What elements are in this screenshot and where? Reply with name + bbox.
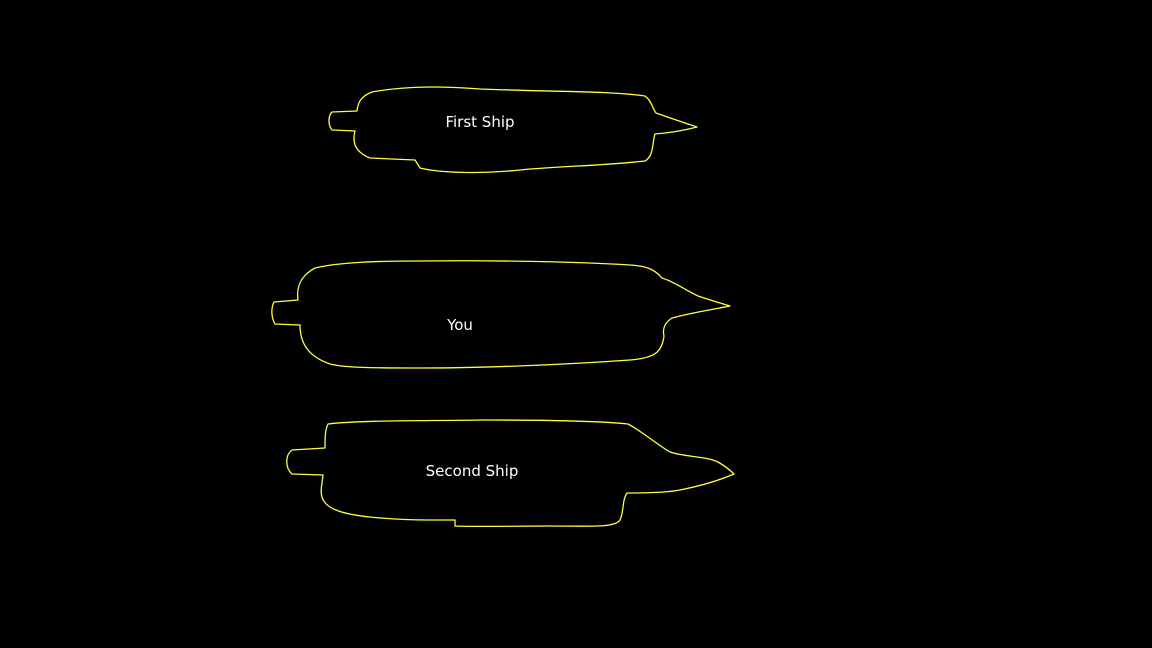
first-ship-label: First Ship [445,113,515,131]
second-ship-outline[interactable] [286,419,735,528]
player-ship-outline[interactable] [271,260,731,369]
first-ship-outline[interactable] [328,86,698,174]
player-ship-label: You [447,316,473,334]
second-ship-label: Second Ship [425,462,519,480]
